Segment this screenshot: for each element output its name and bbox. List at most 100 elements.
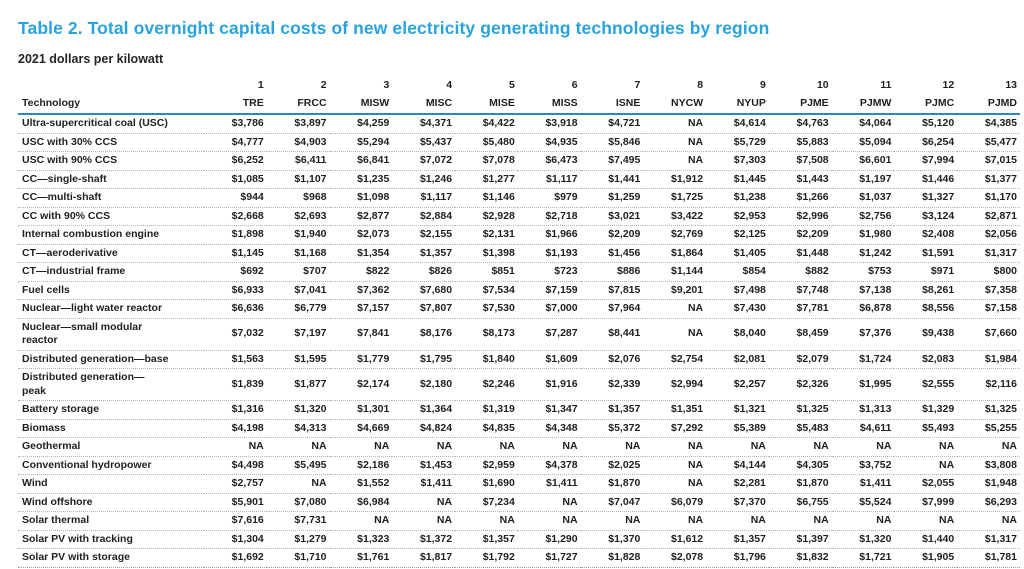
- cost-value-cell: $5,495: [266, 456, 330, 475]
- cost-value-cell: $6,601: [831, 151, 895, 171]
- cost-value-cell: $4,669: [329, 419, 393, 438]
- cost-value-cell: $2,055: [894, 474, 958, 494]
- cost-value-cell: $1,995: [831, 368, 895, 401]
- cost-value-cell: $1,354: [329, 244, 393, 263]
- cost-value-cell: $2,125: [706, 225, 769, 245]
- cost-value-cell: $692: [204, 262, 267, 282]
- cost-value-cell: $1,317: [957, 244, 1020, 263]
- cost-value-cell: $7,370: [706, 493, 769, 512]
- cost-value-cell: NA: [580, 437, 644, 457]
- technology-cell: Fuel cells: [18, 281, 204, 300]
- technology-cell: Solar PV with storage: [18, 548, 204, 568]
- cost-value-cell: $6,841: [329, 151, 393, 171]
- cost-value-cell: $4,611: [831, 419, 895, 438]
- cost-value-cell: $1,117: [392, 188, 456, 208]
- region-code: NYUP: [706, 94, 769, 115]
- table-body: Ultra-supercritical coal (USC) $3,786 $3,8…: [18, 114, 1020, 568]
- cost-value-cell: NA: [517, 493, 581, 512]
- capital-costs-table: 1 2 3 4 5 6 7 8 9 10 11 12 13 Technology TRE FRCC MISW…: [18, 77, 1020, 568]
- cost-value-cell: NA: [455, 511, 518, 531]
- region-code: PJME: [768, 94, 832, 115]
- cost-value-cell: $5,389: [706, 419, 769, 438]
- cost-value-cell: $7,138: [831, 281, 895, 300]
- technology-cell: Internal combustion engine: [18, 225, 204, 245]
- cost-value-cell: NA: [957, 437, 1020, 457]
- cost-value-cell: $1,098: [329, 188, 393, 208]
- cost-value-cell: $1,443: [768, 170, 832, 189]
- cost-value-cell: $1,145: [204, 244, 267, 263]
- cost-value-cell: $1,448: [768, 244, 832, 263]
- cost-value-cell: $8,176: [392, 318, 456, 351]
- region-number: 9: [760, 79, 766, 91]
- cost-value-cell: $1,313: [831, 400, 895, 420]
- cost-value-cell: $1,761: [329, 548, 393, 568]
- cost-value-cell: $6,079: [643, 493, 707, 512]
- cost-value-cell: NA: [768, 437, 832, 457]
- cost-value-cell: $7,015: [957, 151, 1020, 171]
- cost-value-cell: $1,840: [455, 350, 518, 369]
- cost-value-cell: $854: [706, 262, 769, 282]
- cost-value-cell: $1,727: [517, 548, 581, 568]
- cost-value-cell: $2,076: [580, 350, 644, 369]
- cost-value-cell: $1,839: [204, 368, 267, 401]
- cost-value-cell: $7,616: [204, 511, 267, 531]
- cost-value-cell: $1,037: [831, 188, 895, 208]
- cost-value-cell: NA: [643, 318, 707, 351]
- cost-value-cell: $1,168: [266, 244, 330, 263]
- cost-value-cell: $1,796: [706, 548, 769, 568]
- cost-value-cell: $5,437: [392, 133, 456, 152]
- cost-value-cell: $7,303: [706, 151, 769, 171]
- cost-value-cell: $9,438: [894, 318, 958, 351]
- cost-value-cell: $7,287: [517, 318, 581, 351]
- table-row: USC with 90% CCS $6,252 $6,411 $6,841 $7,072…: [18, 151, 1020, 171]
- cost-value-cell: $7,530: [455, 299, 518, 319]
- cost-value-cell: $1,795: [392, 350, 456, 369]
- cost-value-cell: $7,358: [957, 281, 1020, 300]
- region-number: 8: [697, 79, 704, 91]
- cost-value-cell: $7,841: [329, 318, 393, 351]
- region-code: NYCW: [643, 94, 707, 115]
- cost-value-cell: $2,180: [392, 368, 456, 401]
- cost-value-cell: $1,864: [643, 244, 707, 263]
- cost-value-cell: $4,378: [517, 456, 581, 475]
- cost-value-cell: NA: [643, 299, 707, 319]
- cost-value-cell: $1,370: [580, 530, 644, 549]
- cost-value-cell: $2,326: [768, 368, 832, 401]
- cost-value-cell: $707: [266, 262, 330, 282]
- cost-value-cell: $2,953: [706, 207, 769, 226]
- table-row: Ultra-supercritical coal (USC) $3,786 $3,8…: [18, 114, 1020, 134]
- cost-value-cell: $6,933: [204, 281, 267, 300]
- cost-value-cell: $2,757: [204, 474, 267, 494]
- cost-value-cell: $2,877: [329, 207, 393, 226]
- cost-value-cell: $2,339: [580, 368, 644, 401]
- cost-value-cell: $1,357: [580, 400, 644, 420]
- cost-value-cell: $2,668: [204, 207, 267, 226]
- table-row: Distributed generation— peak $1,839 $1,877…: [18, 368, 1020, 401]
- cost-value-cell: $4,064: [831, 114, 895, 134]
- cost-value-cell: $8,441: [580, 318, 644, 351]
- cost-value-cell: $2,693: [266, 207, 330, 226]
- cost-value-cell: $2,081: [706, 350, 769, 369]
- cost-value-cell: $4,371: [392, 114, 456, 134]
- cost-value-cell: $7,815: [580, 281, 644, 300]
- cost-value-cell: $1,325: [768, 400, 832, 420]
- cost-value-cell: $1,321: [706, 400, 769, 420]
- cost-value-cell: NA: [204, 437, 267, 457]
- cost-value-cell: $2,209: [768, 225, 832, 245]
- technology-cell: Distributed generation— peak: [18, 368, 204, 401]
- cost-value-cell: $1,377: [957, 170, 1020, 189]
- cost-value-cell: $1,721: [831, 548, 895, 568]
- cost-value-cell: $4,259: [329, 114, 393, 134]
- cost-value-cell: $3,021: [580, 207, 644, 226]
- cost-value-cell: $2,871: [957, 207, 1020, 226]
- technology-cell: Battery storage: [18, 400, 204, 420]
- cost-value-cell: $2,754: [643, 350, 707, 369]
- cost-value-cell: $7,508: [768, 151, 832, 171]
- table-row: Conventional hydropower $4,498 $5,495 $2,18…: [18, 456, 1020, 475]
- cost-value-cell: $4,385: [957, 114, 1020, 134]
- cost-value-cell: $882: [768, 262, 832, 282]
- cost-value-cell: $7,781: [768, 299, 832, 319]
- cost-value-cell: $1,411: [392, 474, 456, 494]
- cost-value-cell: $1,144: [643, 262, 707, 282]
- cost-value-cell: NA: [392, 511, 456, 531]
